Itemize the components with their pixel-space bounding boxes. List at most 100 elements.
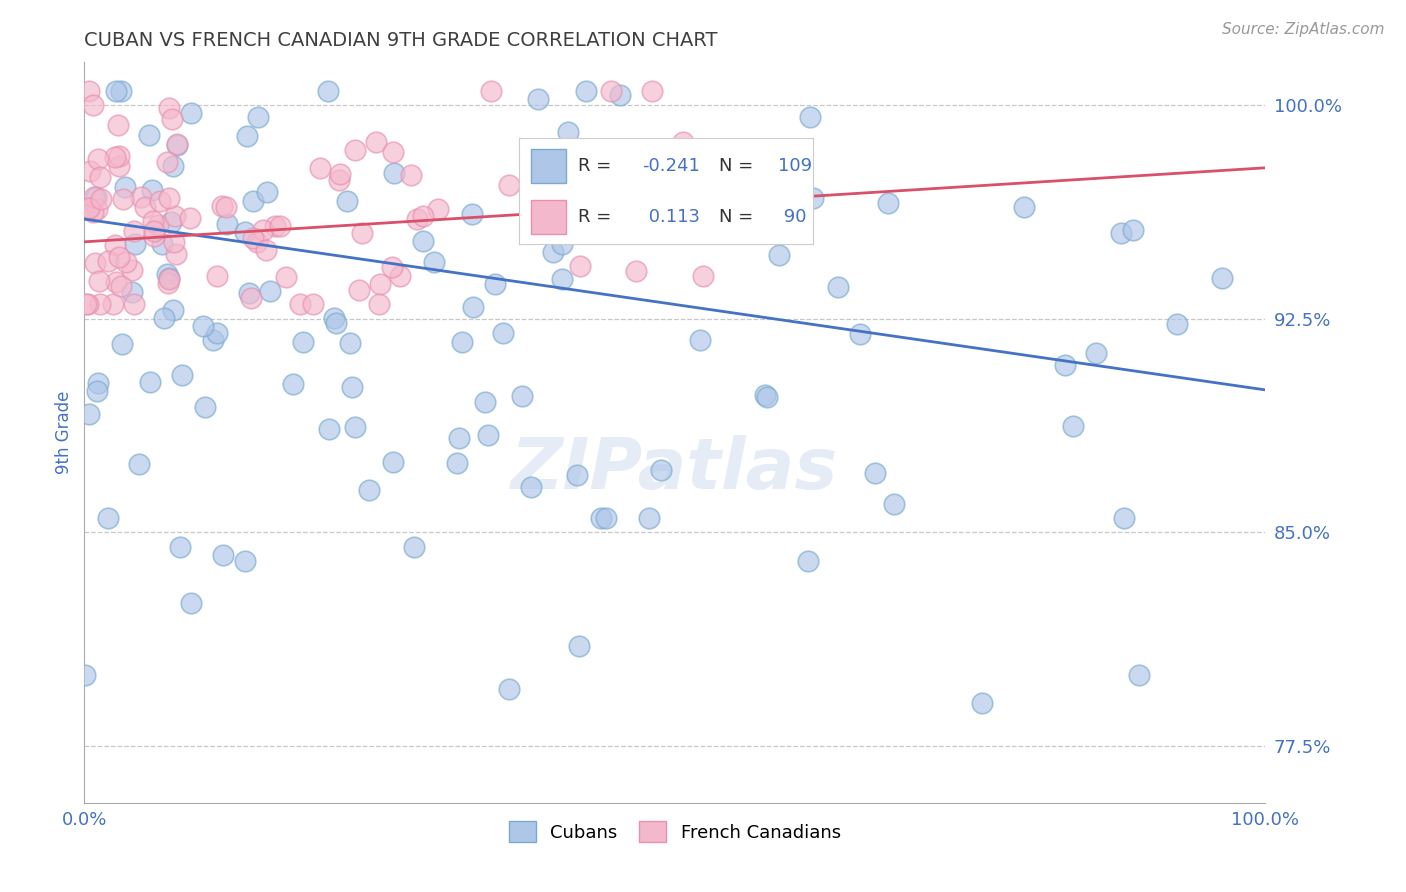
Point	[104, 84, 127, 98]
Point	[600, 84, 623, 98]
Point	[207, 326, 229, 341]
Point	[89, 274, 111, 288]
Point	[83, 190, 105, 204]
Point	[96, 253, 118, 268]
Point	[339, 336, 361, 351]
Point	[169, 540, 191, 554]
Point	[235, 226, 257, 240]
Point	[498, 178, 520, 192]
Point	[264, 219, 287, 233]
Point	[461, 300, 484, 314]
Point	[672, 135, 695, 149]
Point	[350, 226, 373, 240]
Point	[595, 511, 617, 525]
Point	[108, 159, 131, 173]
Point	[1166, 317, 1188, 331]
Point	[461, 206, 484, 220]
Point	[768, 248, 790, 262]
Point	[239, 292, 262, 306]
Point	[121, 285, 143, 299]
Point	[498, 681, 520, 696]
Point	[343, 143, 366, 157]
Legend: Cubans, French Canadians: Cubans, French Canadians	[502, 814, 848, 849]
Point	[242, 194, 264, 208]
Point	[308, 161, 330, 175]
Point	[214, 200, 236, 214]
Point	[381, 260, 404, 275]
Point	[104, 151, 127, 165]
Point	[141, 184, 163, 198]
Point	[1062, 418, 1084, 433]
Point	[329, 167, 352, 181]
Point	[1012, 200, 1035, 214]
Point	[382, 166, 405, 180]
Point	[211, 199, 233, 213]
Point	[157, 272, 180, 286]
Point	[75, 667, 97, 681]
Point	[170, 368, 193, 383]
Point	[201, 333, 224, 347]
Point	[568, 639, 591, 653]
Point	[574, 84, 596, 98]
Y-axis label: 9th Grade: 9th Grade	[55, 391, 73, 475]
Point	[479, 84, 502, 98]
Point	[245, 235, 267, 249]
Point	[84, 190, 107, 204]
Point	[364, 136, 387, 150]
Point	[77, 84, 100, 98]
Point	[252, 223, 274, 237]
Point	[650, 463, 672, 477]
Point	[77, 297, 100, 311]
Point	[865, 466, 887, 480]
Bar	[530, 149, 567, 183]
Point	[382, 145, 405, 159]
Point	[157, 101, 180, 115]
Point	[166, 138, 188, 153]
Text: 109: 109	[778, 157, 813, 175]
Point	[801, 191, 824, 205]
Point	[236, 129, 259, 144]
Point	[877, 195, 900, 210]
Point	[797, 554, 820, 568]
Point	[325, 316, 347, 330]
Point	[624, 263, 647, 277]
Point	[114, 180, 136, 194]
Point	[101, 297, 124, 311]
Point	[1122, 223, 1144, 237]
Point	[205, 268, 228, 283]
Point	[510, 389, 533, 403]
Point	[541, 244, 564, 259]
Text: N =: N =	[718, 157, 759, 175]
Point	[165, 209, 187, 223]
Point	[404, 540, 426, 554]
Point	[269, 219, 291, 233]
Point	[246, 111, 269, 125]
Point	[405, 212, 427, 227]
Point	[156, 267, 179, 281]
Point	[368, 297, 391, 311]
Point	[527, 92, 550, 106]
Point	[883, 497, 905, 511]
Point	[259, 284, 281, 298]
Point	[754, 388, 776, 402]
Point	[290, 297, 312, 311]
Point	[86, 384, 108, 399]
Point	[89, 297, 111, 311]
Point	[153, 310, 176, 325]
Point	[150, 236, 173, 251]
Point	[139, 376, 162, 390]
Point	[274, 270, 297, 285]
Point	[79, 163, 101, 178]
Point	[344, 419, 367, 434]
Point	[142, 229, 165, 244]
Point	[180, 106, 202, 120]
Point	[235, 554, 257, 568]
Point	[741, 219, 763, 234]
Point	[484, 277, 506, 292]
Point	[128, 457, 150, 471]
Point	[215, 217, 238, 231]
Point	[451, 335, 474, 350]
Text: R =: R =	[578, 208, 617, 226]
Point	[550, 190, 572, 204]
Point	[111, 192, 134, 206]
